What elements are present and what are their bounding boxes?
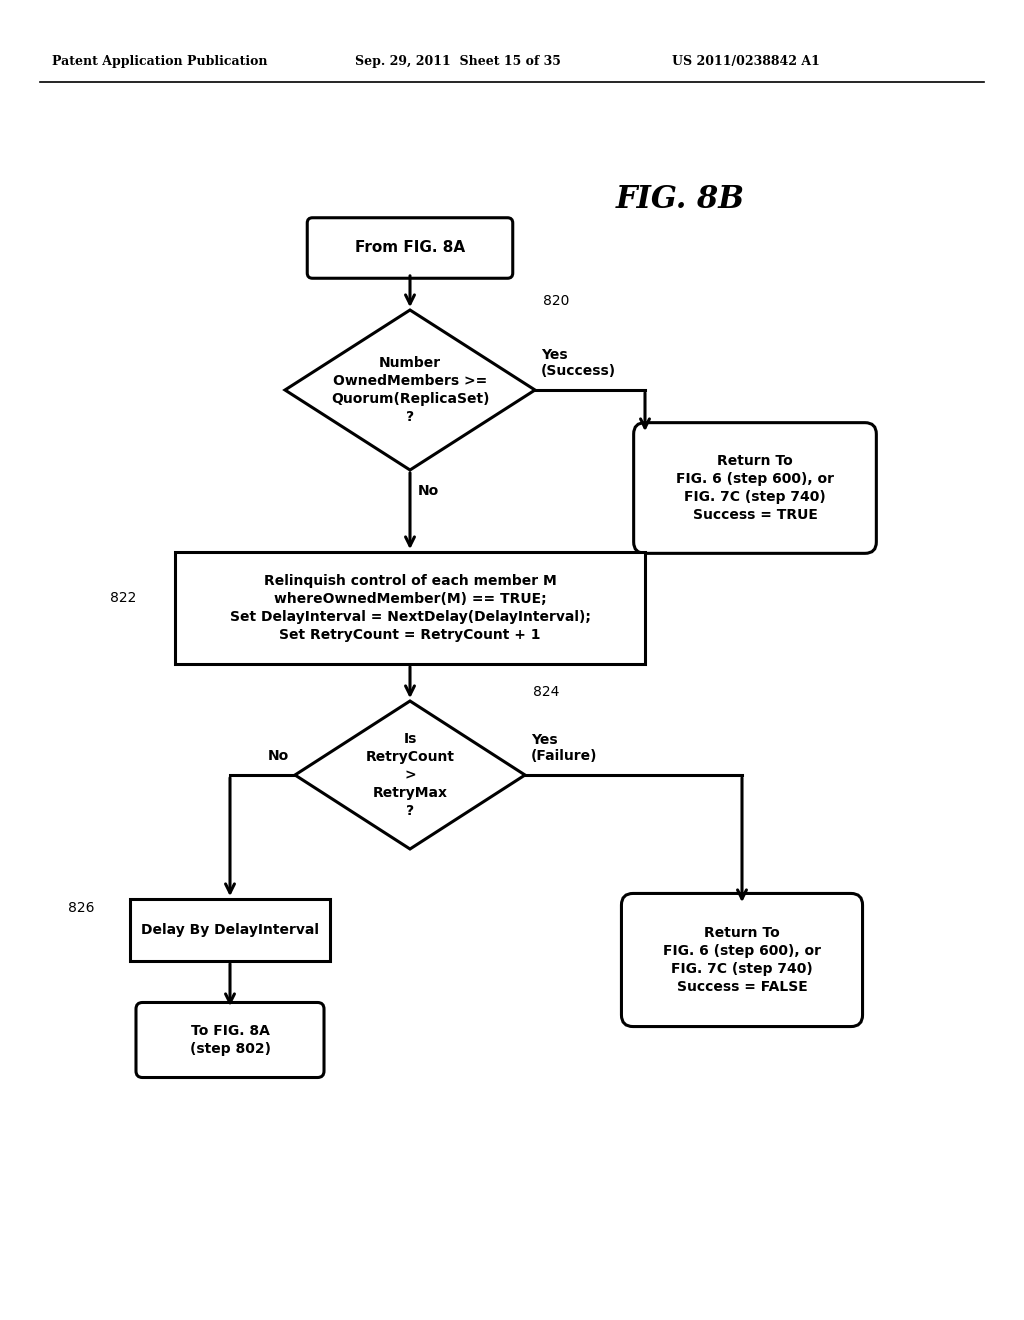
Text: US 2011/0238842 A1: US 2011/0238842 A1 <box>672 55 820 69</box>
Text: Return To
FIG. 6 (step 600), or
FIG. 7C (step 740)
Success = FALSE: Return To FIG. 6 (step 600), or FIG. 7C … <box>663 927 821 994</box>
Text: Delay By DelayInterval: Delay By DelayInterval <box>141 923 319 937</box>
Text: 822: 822 <box>110 591 136 605</box>
Text: Yes
(Failure): Yes (Failure) <box>531 733 597 763</box>
Text: Is
RetryCount
>
RetryMax
?: Is RetryCount > RetryMax ? <box>366 733 455 817</box>
Bar <box>175 552 645 664</box>
FancyBboxPatch shape <box>307 218 513 279</box>
Polygon shape <box>285 310 535 470</box>
Polygon shape <box>295 701 525 849</box>
Text: Return To
FIG. 6 (step 600), or
FIG. 7C (step 740)
Success = TRUE: Return To FIG. 6 (step 600), or FIG. 7C … <box>676 454 834 521</box>
Text: 824: 824 <box>534 685 559 700</box>
Text: 826: 826 <box>68 902 94 915</box>
Text: No: No <box>267 748 289 763</box>
Text: Patent Application Publication: Patent Application Publication <box>52 55 267 69</box>
Text: Sep. 29, 2011  Sheet 15 of 35: Sep. 29, 2011 Sheet 15 of 35 <box>355 55 561 69</box>
Text: Yes
(Success): Yes (Success) <box>541 347 616 378</box>
Text: From FIG. 8A: From FIG. 8A <box>355 240 465 256</box>
Bar <box>130 899 330 961</box>
Text: Number
OwnedMembers >=
Quorum(ReplicaSet)
?: Number OwnedMembers >= Quorum(ReplicaSet… <box>331 356 489 424</box>
Text: No: No <box>418 484 439 498</box>
FancyBboxPatch shape <box>136 1002 324 1077</box>
Text: Relinquish control of each member M
whereOwnedMember(M) == TRUE;
Set DelayInterv: Relinquish control of each member M wher… <box>229 574 591 642</box>
FancyBboxPatch shape <box>634 422 877 553</box>
Text: To FIG. 8A
(step 802): To FIG. 8A (step 802) <box>189 1024 270 1056</box>
FancyBboxPatch shape <box>622 894 862 1027</box>
Text: 820: 820 <box>543 294 569 308</box>
Text: FIG. 8B: FIG. 8B <box>615 185 744 215</box>
